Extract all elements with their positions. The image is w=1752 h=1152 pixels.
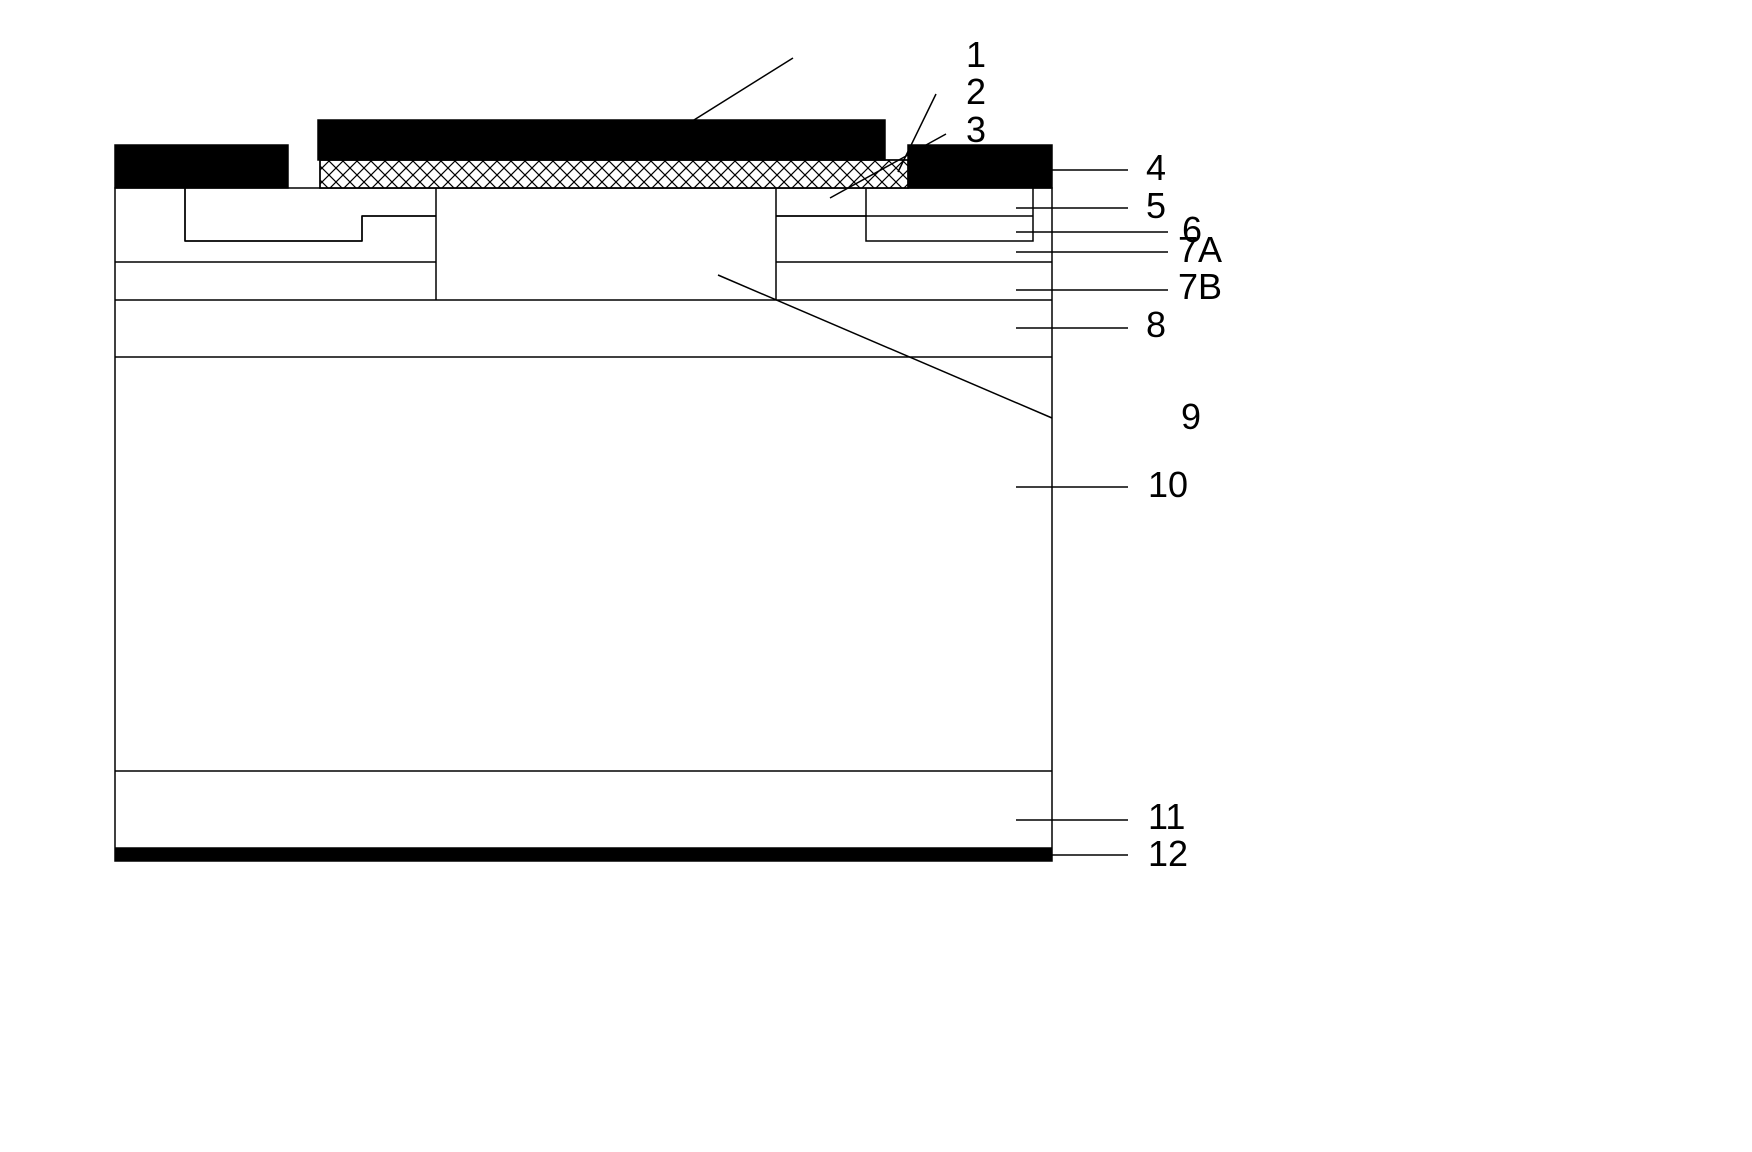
label-12: 12 <box>1148 833 1188 874</box>
label-9: 9 <box>1181 396 1201 437</box>
label-10: 10 <box>1148 464 1188 505</box>
label-3: 3 <box>966 109 986 150</box>
label-2: 2 <box>966 71 986 112</box>
label-5: 5 <box>1146 185 1166 226</box>
label-1: 1 <box>966 34 986 75</box>
diagram-svg: 1234567A7B89101112 <box>0 0 1752 1152</box>
label-7A: 7A <box>1178 229 1222 270</box>
label-8: 8 <box>1146 304 1166 345</box>
leader-line-1 <box>678 58 793 130</box>
label-4: 4 <box>1146 147 1166 188</box>
label-7B: 7B <box>1178 266 1222 307</box>
label-11: 11 <box>1148 796 1185 837</box>
